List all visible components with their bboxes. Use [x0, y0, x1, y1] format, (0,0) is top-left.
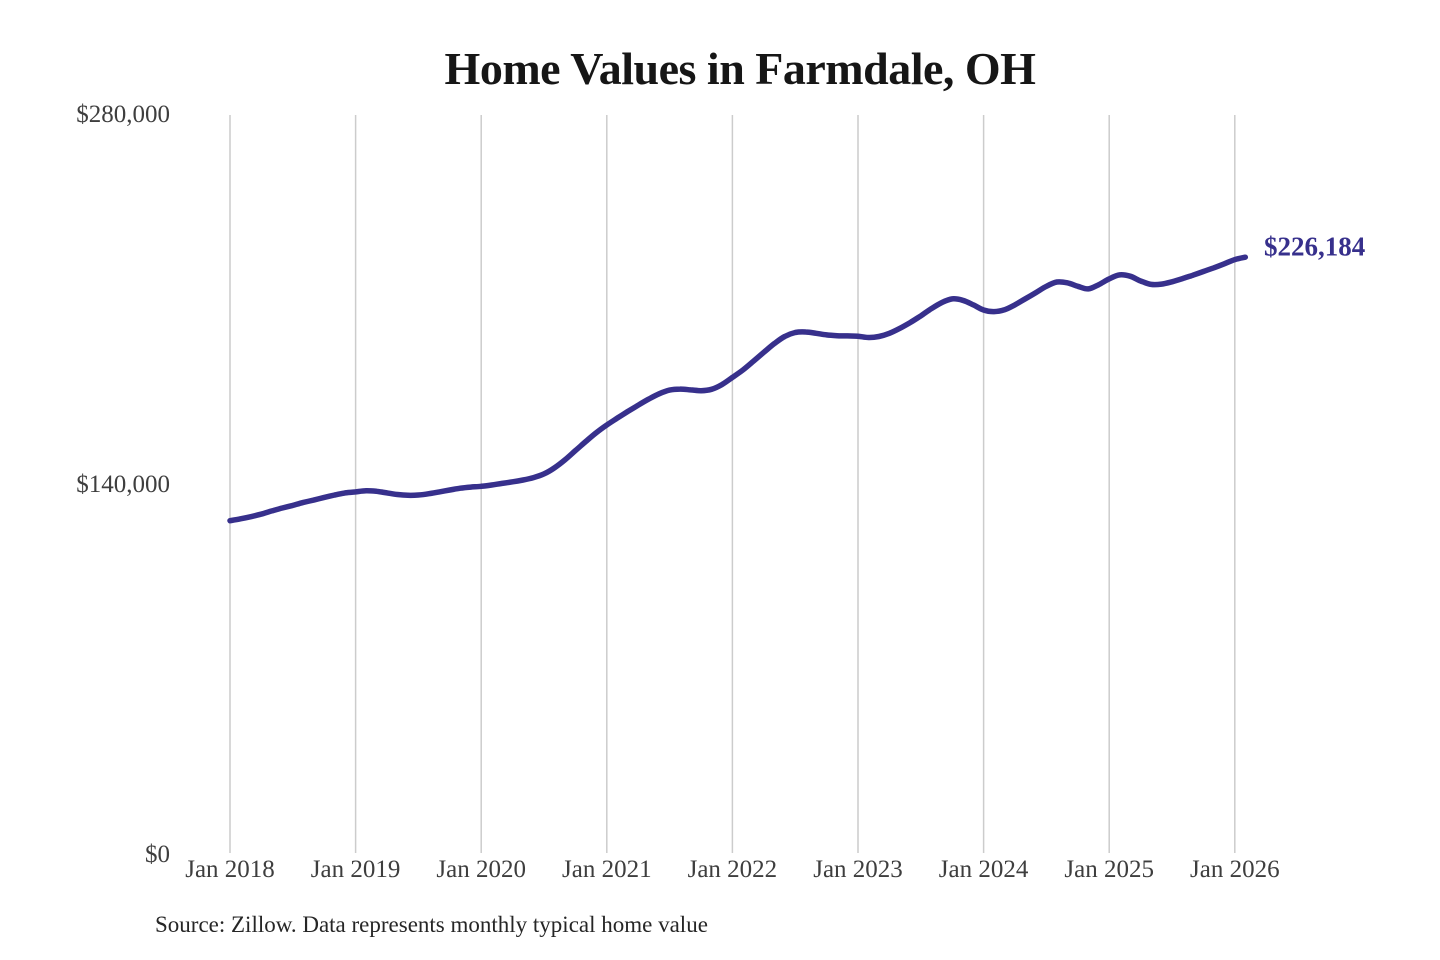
latest-value-label: $226,184 — [1264, 231, 1366, 262]
x-tick-label: Jan 2020 — [436, 856, 526, 883]
y-tick-label: $0 — [145, 841, 170, 868]
source-note: Source: Zillow. Data represents monthly … — [155, 912, 708, 937]
x-tick-label: Jan 2024 — [938, 856, 1029, 883]
y-tick-label: $140,000 — [76, 471, 170, 498]
x-tick-label: Jan 2019 — [310, 856, 401, 883]
x-tick-label: Jan 2023 — [813, 856, 903, 883]
x-tick-label: Jan 2018 — [185, 856, 275, 883]
chart-title: Home Values in Farmdale, OH — [444, 43, 1036, 94]
x-tick-label: Jan 2021 — [562, 856, 652, 883]
home-value-line — [227, 254, 1249, 524]
y-tick-label: $280,000 — [76, 101, 170, 128]
x-tick-label: Jan 2022 — [687, 856, 778, 883]
x-tick-label: Jan 2026 — [1190, 856, 1280, 883]
x-tick-label: Jan 2025 — [1064, 856, 1154, 883]
